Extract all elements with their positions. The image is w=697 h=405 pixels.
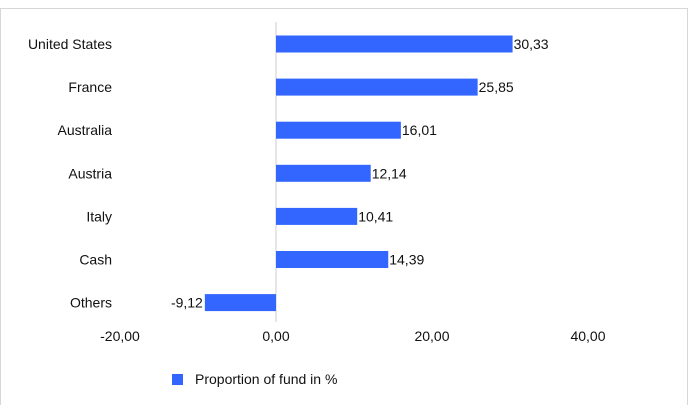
category-label: France xyxy=(68,79,112,95)
value-label: 30,33 xyxy=(514,36,549,52)
bar xyxy=(276,207,358,225)
legend-swatch xyxy=(172,373,183,385)
x-tick-label: 40,00 xyxy=(570,328,605,344)
bar xyxy=(276,121,401,139)
chart-legend: Proportion of fund in % xyxy=(172,370,337,388)
value-label: 14,39 xyxy=(389,252,424,268)
chart-panel xyxy=(0,8,688,405)
value-label: 12,14 xyxy=(372,165,407,181)
value-label: 16,01 xyxy=(402,122,437,138)
category-label: Italy xyxy=(86,208,112,224)
category-label: Austria xyxy=(68,165,112,181)
bar xyxy=(276,251,389,268)
bar xyxy=(276,35,513,53)
x-tick-label: 0,00 xyxy=(262,328,289,344)
category-label: United States xyxy=(28,36,112,52)
bar xyxy=(204,294,276,312)
value-label: 10,41 xyxy=(358,208,393,224)
category-label: Cash xyxy=(79,252,112,268)
category-label: Others xyxy=(70,295,112,311)
bar xyxy=(276,78,478,96)
category-label: Australia xyxy=(58,122,113,138)
x-tick-label: 20,00 xyxy=(414,328,449,344)
value-label: 25,85 xyxy=(479,79,514,95)
legend-label: Proportion of fund in % xyxy=(195,371,338,387)
x-tick-label: -20,00 xyxy=(100,328,140,344)
value-label: -9,12 xyxy=(171,295,203,311)
bar xyxy=(276,164,371,182)
